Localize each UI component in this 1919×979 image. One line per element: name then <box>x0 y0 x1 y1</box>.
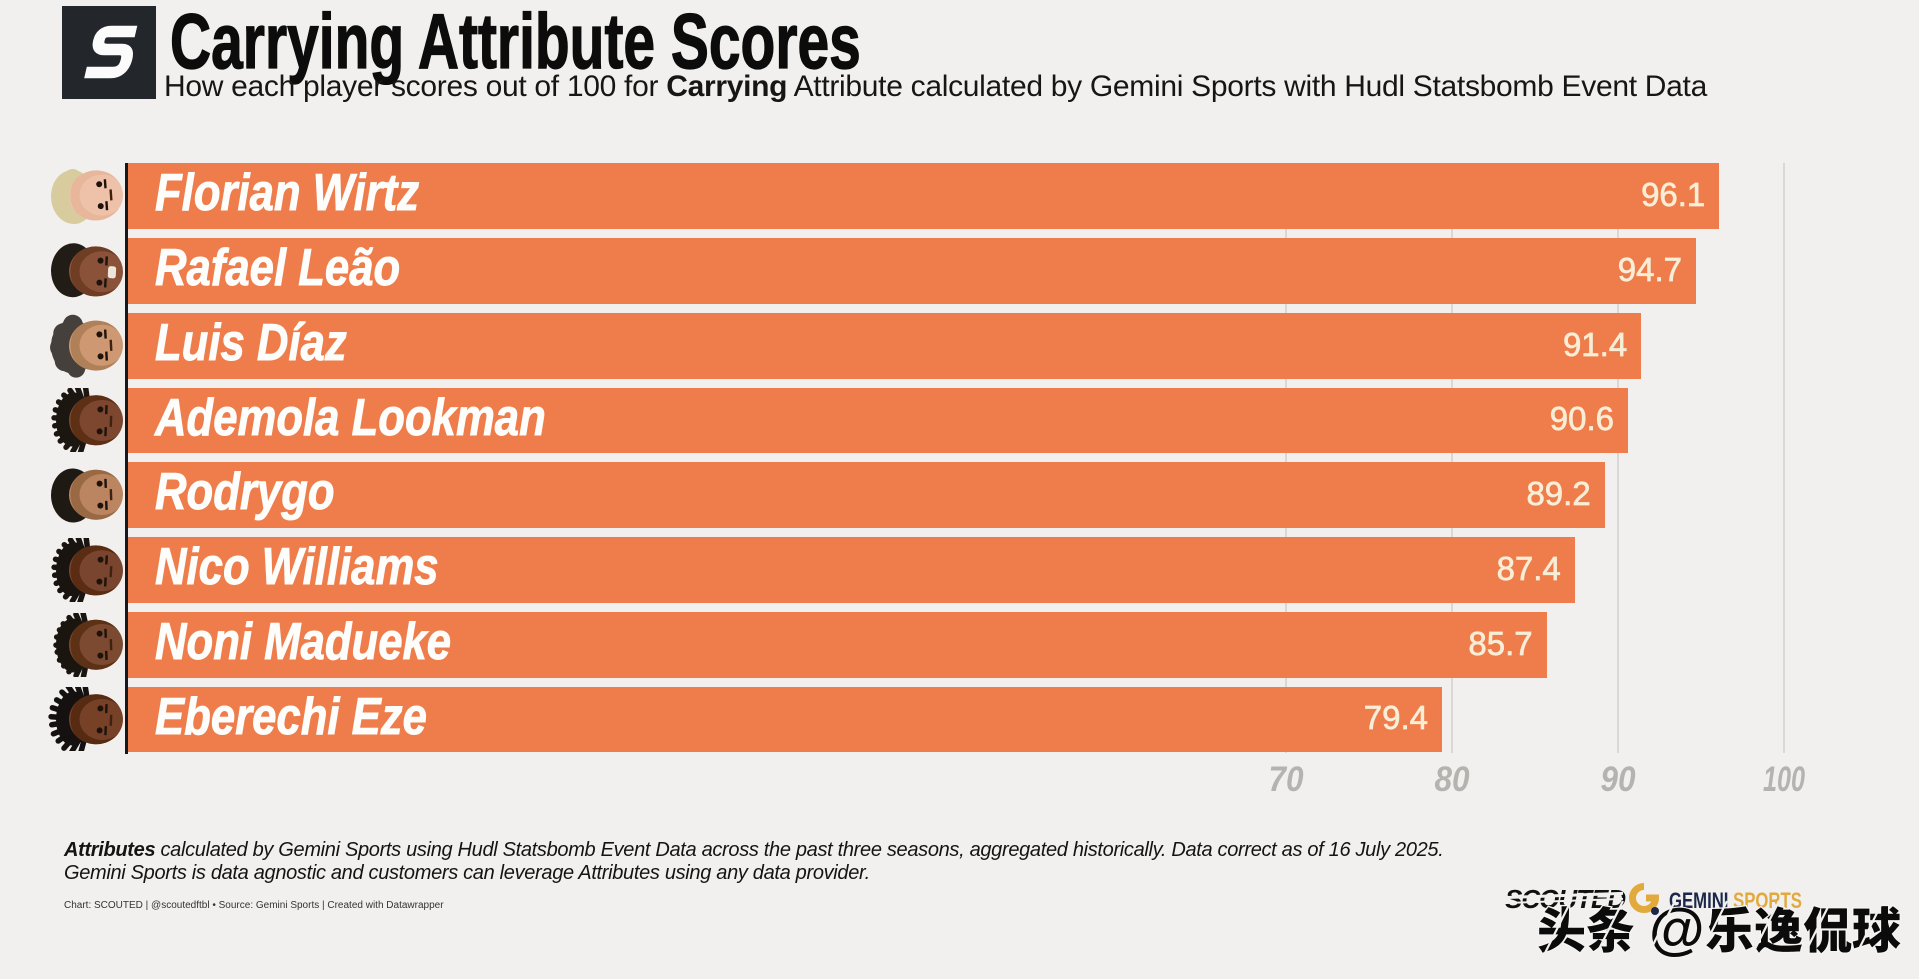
svg-text:@: @ <box>1649 897 1705 961</box>
